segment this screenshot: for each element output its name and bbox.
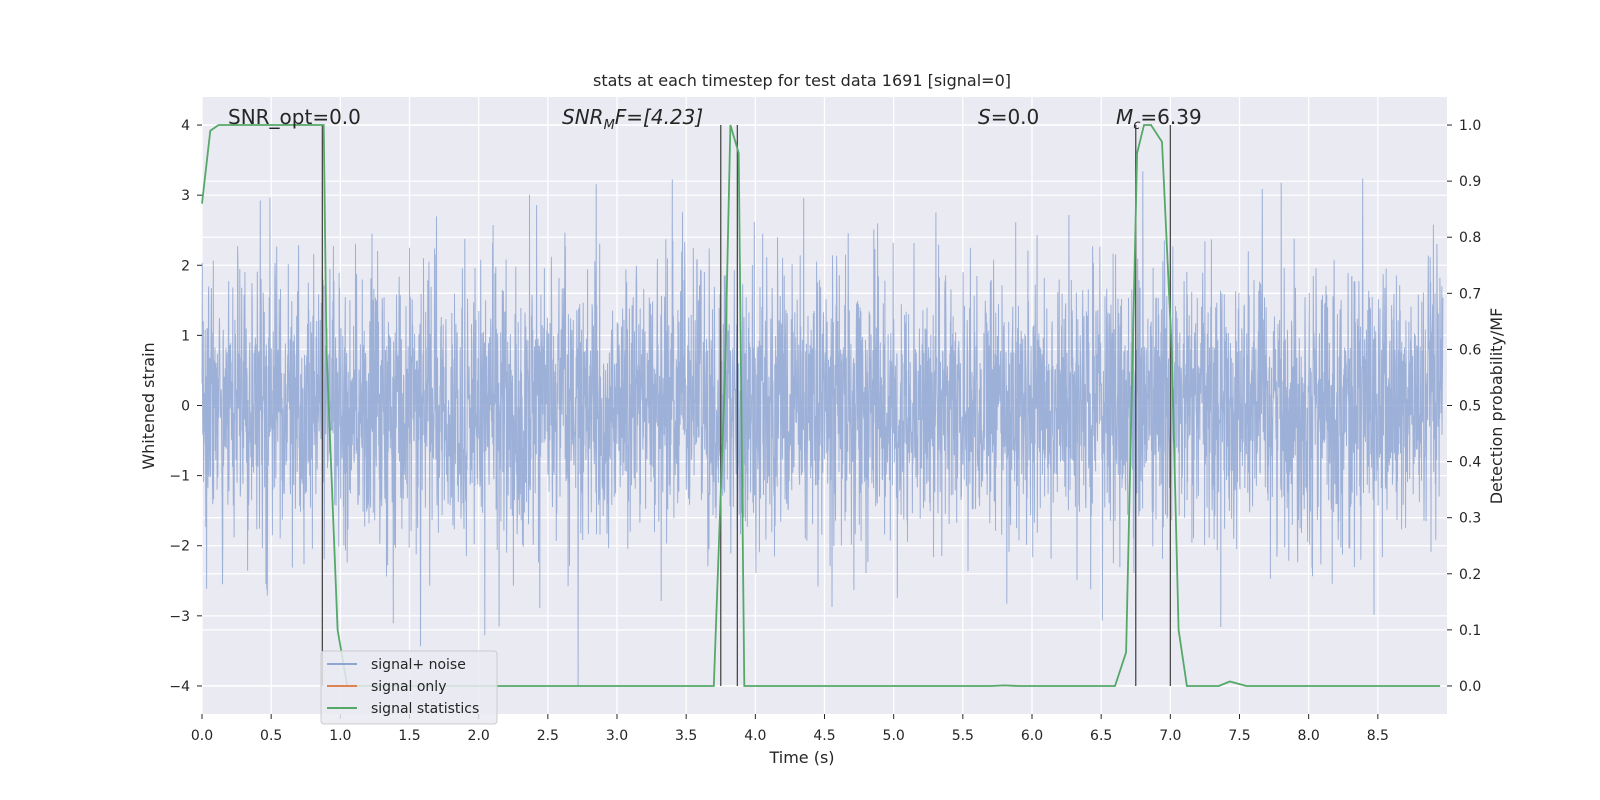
- x-tick-label: 6.0: [1021, 728, 1043, 744]
- x-tick-label: 6.5: [1090, 728, 1112, 744]
- right-tick-label: 0.4: [1459, 455, 1481, 471]
- right-tick-label: 0.7: [1459, 286, 1481, 302]
- x-tick-label: 0.5: [260, 728, 282, 744]
- legend-label-signal-noise: signal+ noise: [371, 657, 466, 673]
- left-axis-ticks: 4 3 2 1 0 −1 −2 −3 −4: [169, 118, 202, 695]
- x-tick-label: 7.0: [1159, 728, 1181, 744]
- series-signal-statistics: [201, 124, 1441, 687]
- annotation-snr-mf: SNRMF=[4.23]: [562, 105, 703, 133]
- annotation-snr-opt: SNR_opt=0.0: [228, 105, 361, 129]
- x-tick-label: 7.5: [1228, 728, 1250, 744]
- x-tick-label: 8.0: [1298, 728, 1320, 744]
- left-tick-label: 0: [181, 399, 190, 415]
- x-tick-label: 5.5: [952, 728, 974, 744]
- x-tick-label: 1.0: [329, 728, 351, 744]
- left-tick-label: −2: [169, 539, 190, 555]
- chart-title: stats at each timestep for test data 169…: [593, 71, 1011, 90]
- x-tick-label: 0.0: [191, 728, 213, 744]
- x-axis-ticks: 0.0 0.5 1.0 1.5 2.0 2.5 3.0 3.5 4.0 4.5 5.0 5.5 6.0 6…: [191, 714, 1389, 744]
- left-tick-label: 2: [181, 258, 190, 274]
- right-tick-label: 0.0: [1459, 679, 1481, 695]
- x-tick-label: 4.0: [744, 728, 766, 744]
- series-line-signal-noise: [201, 171, 1444, 687]
- right-tick-label: 0.9: [1459, 174, 1481, 190]
- right-axis-ticks: 1.0 0.9 0.8 0.7 0.6 0.5 0.4 0.3 0.2 0.1 0.0: [1447, 118, 1481, 695]
- x-tick-label: 3.0: [606, 728, 628, 744]
- legend-label-signal-statistics: signal statistics: [371, 701, 479, 717]
- x-tick-label: 8.5: [1367, 728, 1389, 744]
- annotation-snr-mf-sub: M: [604, 118, 615, 133]
- right-tick-label: 0.8: [1459, 230, 1481, 246]
- left-tick-label: 4: [181, 118, 190, 134]
- annotation-snr-mf-base: SNR: [562, 105, 604, 129]
- annotation-s: S=0.0: [978, 105, 1039, 129]
- left-tick-label: 1: [181, 328, 190, 344]
- series-line-signal-statistics: [201, 124, 1441, 687]
- x-tick-label: 3.5: [675, 728, 697, 744]
- x-tick-label: 2.0: [468, 728, 490, 744]
- x-tick-label: 4.5: [813, 728, 835, 744]
- annotation-s-value: =0.0: [991, 105, 1040, 129]
- x-tick-label: 2.5: [537, 728, 559, 744]
- annotation-mc-sub: c: [1133, 118, 1140, 133]
- left-tick-label: −3: [169, 609, 190, 625]
- x-tick-label: 1.5: [398, 728, 420, 744]
- x-tick-label: 5.0: [883, 728, 905, 744]
- series-signal-noise: [201, 171, 1444, 687]
- left-tick-label: −4: [169, 679, 190, 695]
- annotation-snr-mf-rest: F=[4.23]: [615, 105, 703, 129]
- left-tick-label: −1: [169, 469, 190, 485]
- x-axis-label: Time (s): [768, 748, 834, 767]
- right-tick-label: 0.1: [1459, 623, 1481, 639]
- right-tick-label: 0.6: [1459, 342, 1481, 358]
- legend-box: [320, 650, 498, 725]
- annotation-s-symbol: S: [978, 105, 991, 129]
- right-tick-label: 0.3: [1459, 511, 1481, 527]
- right-tick-label: 0.2: [1459, 567, 1481, 583]
- y-axis-label: Whitened strain: [139, 342, 158, 469]
- right-tick-label: 1.0: [1459, 118, 1481, 134]
- left-tick-label: 3: [181, 188, 190, 204]
- annotation-mc-value: =6.39: [1140, 105, 1201, 129]
- legend-label-signal-only: signal only: [371, 679, 446, 695]
- annotation-mc: Mc=6.39: [1116, 105, 1202, 133]
- y-axis-right-label: Detection probability/MF: [1487, 308, 1506, 505]
- annotation-mc-base: M: [1116, 105, 1133, 129]
- legend: signal+ noise signal only signal statist…: [320, 650, 498, 725]
- right-tick-label: 0.5: [1459, 399, 1481, 415]
